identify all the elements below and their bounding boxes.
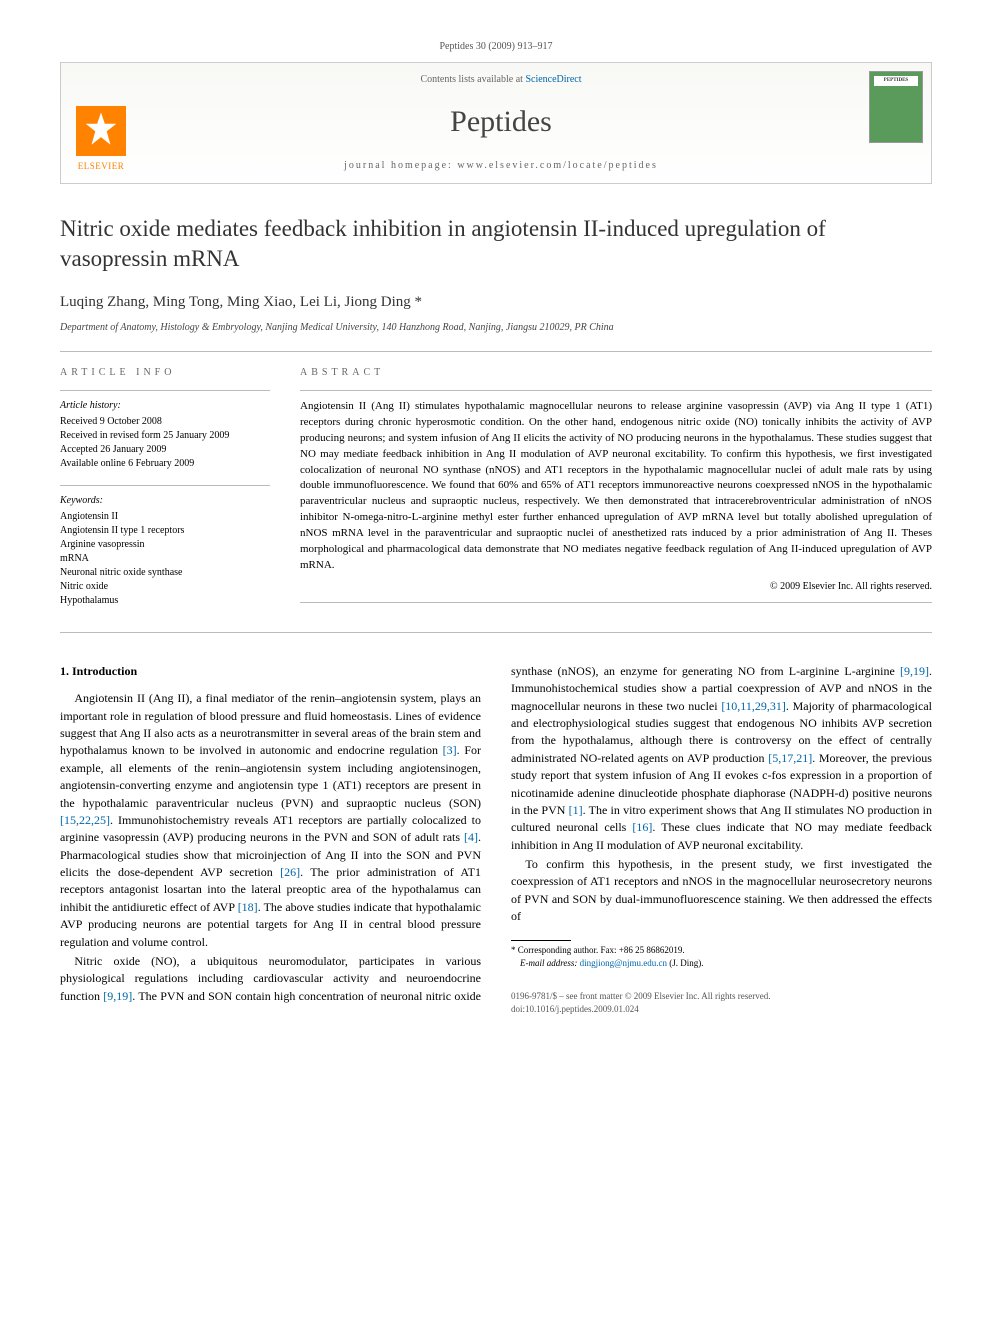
corresponding-author-footnote: * Corresponding author. Fax: +86 25 8686… bbox=[511, 945, 932, 957]
article-info-heading: ARTICLE INFO bbox=[60, 366, 270, 380]
masthead-center: Contents lists available at ScienceDirec… bbox=[141, 63, 861, 183]
history-item: Received in revised form 25 January 2009 bbox=[60, 429, 270, 443]
keyword: Neuronal nitric oxide synthase bbox=[60, 566, 270, 580]
body-paragraph: Angiotensin II (Ang II), a final mediato… bbox=[60, 690, 481, 951]
body-paragraph: To confirm this hypothesis, in the prese… bbox=[511, 856, 932, 926]
abstract-text: Angiotensin II (Ang II) stimulates hypot… bbox=[300, 399, 932, 574]
publisher-name: ELSEVIER bbox=[78, 160, 125, 173]
cover-title: PEPTIDES bbox=[870, 77, 922, 84]
footer-block: 0196-9781/$ – see front matter © 2009 El… bbox=[511, 990, 932, 1016]
citation-link[interactable]: [1] bbox=[569, 803, 583, 817]
journal-cover-thumb: PEPTIDES bbox=[861, 63, 931, 183]
affiliation: Department of Anatomy, Histology & Embry… bbox=[60, 321, 932, 335]
journal-homepage: journal homepage: www.elsevier.com/locat… bbox=[141, 159, 861, 173]
contents-prefix: Contents lists available at bbox=[420, 74, 525, 85]
history-label: Article history: bbox=[60, 399, 270, 413]
keyword: Nitric oxide bbox=[60, 580, 270, 594]
article-info-column: ARTICLE INFO Article history: Received 9… bbox=[60, 366, 270, 622]
history-item: Available online 6 February 2009 bbox=[60, 457, 270, 471]
publisher-logo-block: ELSEVIER bbox=[61, 63, 141, 183]
article-title: Nitric oxide mediates feedback inhibitio… bbox=[60, 214, 932, 274]
keyword: Hypothalamus bbox=[60, 594, 270, 608]
keyword: Angiotensin II bbox=[60, 510, 270, 524]
footnote-rule bbox=[511, 940, 571, 941]
citation-link[interactable]: [18] bbox=[238, 900, 258, 914]
citation-link[interactable]: [10,11,29,31] bbox=[721, 699, 786, 713]
citation-link[interactable]: [15,22,25] bbox=[60, 813, 110, 827]
sciencedirect-link[interactable]: ScienceDirect bbox=[525, 74, 581, 85]
citation-link[interactable]: [9,19] bbox=[900, 664, 929, 678]
citation-link[interactable]: [16] bbox=[632, 820, 652, 834]
footer-copyright: 0196-9781/$ – see front matter © 2009 El… bbox=[511, 990, 932, 1003]
rule bbox=[60, 351, 932, 352]
keyword: Arginine vasopressin bbox=[60, 538, 270, 552]
email-footnote: E-mail address: dingjiong@njmu.edu.cn (J… bbox=[511, 958, 932, 970]
abstract-heading: ABSTRACT bbox=[300, 366, 932, 380]
history-item: Received 9 October 2008 bbox=[60, 415, 270, 429]
email-link[interactable]: dingjiong@njmu.edu.cn bbox=[580, 958, 667, 968]
journal-name: Peptides bbox=[141, 101, 861, 143]
keywords-label: Keywords: bbox=[60, 494, 270, 508]
abstract-column: ABSTRACT Angiotensin II (Ang II) stimula… bbox=[300, 366, 932, 622]
citation-link[interactable]: [26] bbox=[280, 865, 300, 879]
section-heading-intro: 1. Introduction bbox=[60, 663, 481, 680]
citation-link[interactable]: [4] bbox=[464, 830, 478, 844]
citation-link[interactable]: [5,17,21] bbox=[768, 751, 812, 765]
journal-reference: Peptides 30 (2009) 913–917 bbox=[60, 40, 932, 54]
keyword: mRNA bbox=[60, 552, 270, 566]
abstract-copyright: © 2009 Elsevier Inc. All rights reserved… bbox=[300, 580, 932, 594]
article-body: 1. Introduction Angiotensin II (Ang II),… bbox=[60, 663, 932, 1016]
footer-doi: doi:10.1016/j.peptides.2009.01.024 bbox=[511, 1003, 932, 1016]
keyword: Angiotensin II type 1 receptors bbox=[60, 524, 270, 538]
authors-line: Luqing Zhang, Ming Tong, Ming Xiao, Lei … bbox=[60, 292, 932, 313]
contents-available-line: Contents lists available at ScienceDirec… bbox=[141, 73, 861, 87]
citation-link[interactable]: [3] bbox=[443, 743, 457, 757]
history-item: Accepted 26 January 2009 bbox=[60, 443, 270, 457]
elsevier-tree-icon bbox=[76, 106, 126, 156]
masthead: ELSEVIER Contents lists available at Sci… bbox=[60, 62, 932, 184]
citation-link[interactable]: [9,19] bbox=[103, 989, 132, 1003]
